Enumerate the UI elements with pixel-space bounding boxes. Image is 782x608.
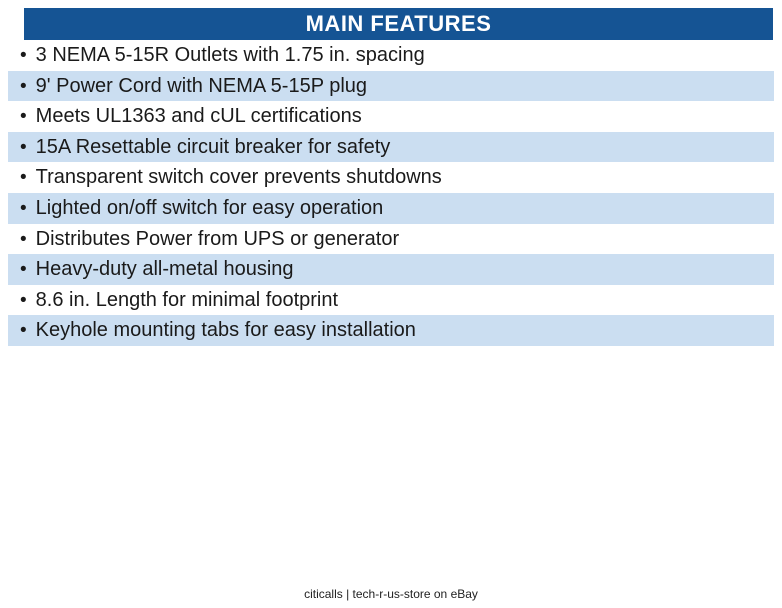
feature-item: • 3 NEMA 5-15R Outlets with 1.75 in. spac… [8,40,774,71]
bullet-icon: • [20,320,27,342]
features-list: • 3 NEMA 5-15R Outlets with 1.75 in. spac… [8,40,774,346]
feature-item-label: Transparent switch cover prevents shutdo… [35,166,442,189]
feature-item-label: Distributes Power from UPS or generator [35,227,400,250]
feature-item: • Transparent switch cover prevents shutd… [8,162,774,193]
feature-item: • Heavy-duty all-metal housing [8,254,774,285]
feature-item-label: 15A Resettable circuit breaker for safet… [35,135,391,158]
feature-item-label: 3 NEMA 5-15R Outlets with 1.75 in. spaci… [35,44,425,66]
feature-item: • 9' Power Cord with NEMA 5-15P plug [8,70,774,102]
bullet-icon: • [20,75,27,97]
feature-item-label: Keyhole mounting tabs for easy installat… [35,319,416,342]
bullet-icon: • [20,228,27,250]
bullet-icon: • [20,197,27,219]
feature-item: • Keyhole mounting tabs for easy installa… [8,315,774,346]
feature-item-label: Meets UL1363 and cUL certifications [35,105,362,128]
feature-item-label: Lighted on/off switch for easy operation [35,196,384,219]
footer-credit: citicalls | tech-r-us-store on eBay [304,587,478,601]
feature-item: • Meets UL1363 and cUL certifications [8,101,774,132]
bullet-icon: • [20,259,27,281]
feature-item: • Distributes Power from UPS or generator [8,224,774,255]
main-features-header: MAIN FEATURES [24,8,773,40]
bullet-icon: • [20,136,27,158]
feature-item-label: 8.6 in. Length for minimal footprint [35,288,339,311]
bullet-icon: • [20,289,27,311]
bullet-icon: • [20,167,27,189]
feature-item-label: 9' Power Cord with NEMA 5-15P plug [35,74,368,97]
feature-item: • 15A Resettable circuit breaker for safe… [8,131,774,163]
feature-item-label: Heavy-duty all-metal housing [35,258,294,281]
feature-item: • 8.6 in. Length for minimal footprint [8,285,774,316]
feature-item: • Lighted on/off switch for easy operatio… [8,192,774,224]
bullet-icon: • [20,45,27,66]
bullet-icon: • [20,106,27,128]
